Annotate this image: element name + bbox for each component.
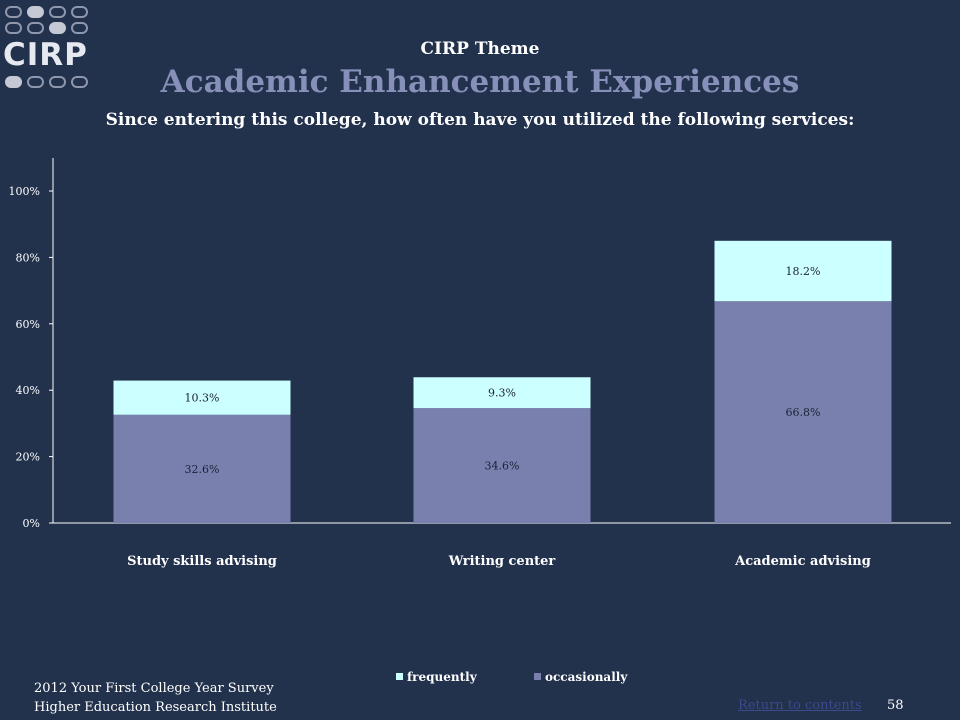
category-label: Academic advising: [734, 554, 871, 569]
logo-pill: [71, 6, 88, 18]
bars: 32.6% 10.3% 34.6% 9.3% 66.8% 18.2%: [113, 240, 892, 523]
logo-pill: [27, 76, 44, 88]
data-label-frequently: 9.3%: [488, 387, 516, 400]
logo-pill: [49, 76, 66, 88]
logo-pill: [49, 22, 66, 34]
logo-pill: [5, 76, 22, 88]
data-label-occasionally: 66.8%: [786, 406, 821, 419]
footer-source: 2012 Your First College Year Survey High…: [34, 679, 277, 717]
category-label: Study skills advising: [127, 554, 277, 569]
footer-survey-name: 2012 Your First College Year Survey: [34, 681, 274, 696]
logo-pill: [49, 6, 66, 18]
page-number: 58: [887, 698, 904, 713]
logo-pill: [5, 22, 22, 34]
data-label-frequently: 10.3%: [185, 392, 220, 405]
theme-heading: CIRP Theme: [420, 39, 540, 59]
logo-pill: [71, 22, 88, 34]
page-title: Academic Enhancement Experiences: [160, 64, 800, 100]
logo-pill: [5, 6, 22, 18]
logo-pill: [71, 76, 88, 88]
y-tick-label: 40%: [16, 384, 40, 397]
data-label-occasionally: 32.6%: [185, 463, 220, 476]
legend-label-occasionally: occasionally: [545, 670, 628, 684]
bar-occasionally: [714, 301, 892, 523]
legend-swatch-frequently: [396, 673, 403, 680]
legend-item-occasionally: occasionally: [534, 670, 627, 684]
bar-occasionally: [113, 414, 291, 523]
stacked-bar-chart: 0% 20% 40% 60% 80% 100% 32.6% 10.3% 34.6% 9.3% 66…: [9, 158, 951, 569]
footer-institute: Higher Education Research Institute: [34, 700, 277, 715]
y-tick-label: 60%: [16, 318, 40, 331]
cirp-logo: CIRP: [0, 0, 96, 96]
y-tick-label: 0%: [23, 517, 40, 530]
category-label: Writing center: [448, 554, 556, 569]
logo-pill: [27, 6, 44, 18]
legend-item-frequently: frequently: [396, 670, 477, 684]
question-subtitle: Since entering this college, how often h…: [105, 110, 855, 130]
y-tick-label: 100%: [9, 185, 40, 198]
y-tick-label: 80%: [16, 251, 40, 264]
y-tick-label: 20%: [16, 451, 40, 464]
bar-frequently: [413, 377, 591, 409]
bar-frequently: [113, 380, 291, 415]
legend: frequently occasionally: [0, 670, 960, 686]
category-labels: Study skills advising Writing center Acade…: [127, 554, 871, 569]
bar-occasionally: [413, 408, 591, 523]
legend-label-frequently: frequently: [407, 670, 477, 684]
return-to-contents-link[interactable]: Return to contents: [738, 698, 862, 713]
bar-frequently: [714, 240, 892, 302]
logo-pill: [27, 22, 44, 34]
data-label-frequently: 18.2%: [786, 265, 821, 278]
legend-swatch-occasionally: [534, 673, 541, 680]
logo-text: CIRP: [3, 37, 88, 73]
data-label-occasionally: 34.6%: [485, 460, 520, 473]
